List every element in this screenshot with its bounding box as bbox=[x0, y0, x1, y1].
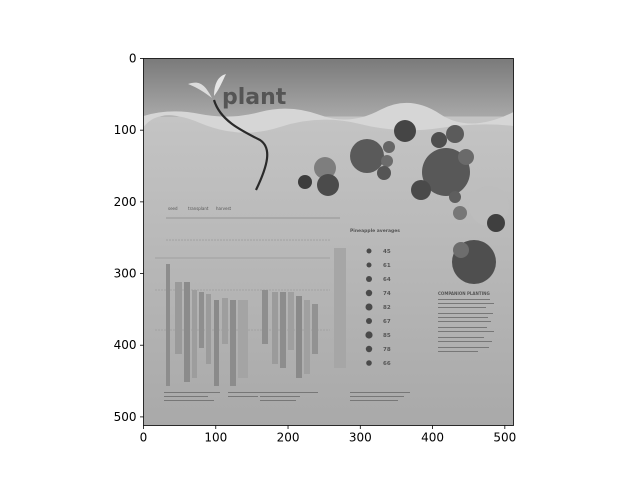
companion-text: COMPANION PLANTING bbox=[438, 291, 494, 352]
bubble bbox=[411, 180, 431, 200]
x-tick-label: 500 bbox=[493, 431, 516, 445]
soil-surface bbox=[143, 102, 514, 133]
y-tick-label: 400 bbox=[114, 338, 137, 352]
bar bbox=[230, 300, 236, 386]
left-bars bbox=[166, 264, 248, 386]
sky-band bbox=[143, 58, 514, 117]
x-tick-label: 400 bbox=[421, 431, 444, 445]
bubble bbox=[487, 214, 505, 232]
bar bbox=[312, 304, 318, 354]
y-tick-label: 0 bbox=[129, 52, 137, 66]
key-value: 45 bbox=[383, 249, 391, 255]
y-tick-label: 500 bbox=[114, 410, 137, 424]
bar bbox=[214, 300, 219, 386]
key-value: 74 bbox=[383, 291, 391, 297]
phase-label-seed: seed bbox=[168, 206, 178, 211]
bottom-captions bbox=[164, 392, 410, 401]
bubble bbox=[458, 149, 474, 165]
bubble bbox=[350, 139, 384, 173]
x-tick-label: 200 bbox=[277, 431, 300, 445]
logo-text: plant bbox=[222, 85, 287, 110]
bar bbox=[334, 248, 346, 368]
bar bbox=[288, 292, 294, 350]
bar bbox=[238, 300, 248, 378]
x-tick-label: 100 bbox=[204, 431, 227, 445]
key-value: 64 bbox=[383, 277, 391, 283]
bubble bbox=[449, 191, 461, 203]
bar bbox=[206, 294, 211, 364]
bar bbox=[304, 300, 310, 374]
phase-label-harvest: harvest bbox=[216, 206, 232, 211]
bar bbox=[272, 292, 278, 364]
y-tick-label: 100 bbox=[114, 123, 137, 137]
x-axis: 0 100 200 300 400 500 bbox=[140, 425, 516, 445]
bar bbox=[166, 264, 170, 386]
bubble bbox=[431, 132, 447, 148]
plant-logo: plant bbox=[188, 74, 287, 191]
y-tick-label: 300 bbox=[114, 267, 137, 281]
bubble bbox=[377, 166, 391, 180]
image-content: plant seed transplant harvest bbox=[143, 58, 514, 426]
bubble bbox=[317, 174, 339, 196]
bar bbox=[184, 282, 190, 382]
bar bbox=[222, 298, 228, 344]
bubble bbox=[446, 125, 464, 143]
drop-icons bbox=[365, 248, 373, 366]
key-value: 85 bbox=[383, 333, 391, 339]
y-tick-label: 200 bbox=[114, 195, 137, 209]
bubble bbox=[422, 148, 470, 196]
phase-label-transplant: transplant bbox=[188, 206, 209, 211]
key-value: 78 bbox=[383, 347, 391, 353]
key-value: 61 bbox=[383, 263, 391, 269]
y-axis: 0 100 200 300 400 500 bbox=[114, 52, 144, 424]
bar bbox=[262, 290, 268, 344]
bar bbox=[280, 292, 286, 368]
bubble bbox=[314, 157, 336, 179]
x-tick-label: 0 bbox=[140, 431, 148, 445]
bubble bbox=[394, 120, 416, 142]
bubble bbox=[383, 141, 395, 153]
middle-bars bbox=[262, 248, 346, 378]
bar bbox=[192, 290, 197, 378]
key-value: 82 bbox=[383, 305, 391, 311]
x-tick-label: 300 bbox=[349, 431, 372, 445]
bar bbox=[199, 292, 204, 348]
bar bbox=[175, 282, 182, 354]
axes-frame bbox=[143, 58, 514, 426]
bubble bbox=[298, 175, 312, 189]
side-heading: COMPANION PLANTING bbox=[438, 291, 490, 296]
bubble bbox=[453, 206, 467, 220]
key-heading: Pineapple averages bbox=[350, 228, 400, 234]
bubble-cluster bbox=[298, 120, 509, 284]
bubble bbox=[381, 155, 393, 167]
bubble bbox=[453, 242, 469, 258]
phase-labels: seed transplant harvest bbox=[168, 206, 232, 211]
key-column: Pineapple averages 45 61 64 74 82 67 85 … bbox=[350, 228, 400, 367]
key-value: 66 bbox=[383, 361, 391, 367]
bar bbox=[296, 296, 302, 378]
key-value: 67 bbox=[383, 319, 391, 325]
